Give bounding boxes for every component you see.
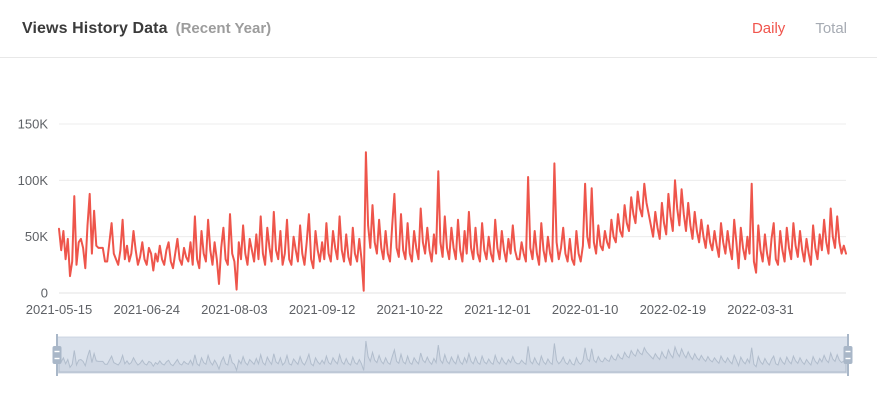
datazoom-selected-range[interactable] xyxy=(57,337,848,373)
x-tick-label: 2021-12-01 xyxy=(464,302,531,317)
page-title: Views History Data xyxy=(22,19,168,37)
card-header: Views History Data (Recent Year) Daily T… xyxy=(0,0,877,58)
plot-hover-area[interactable] xyxy=(59,108,847,294)
x-axis-labels: 2021-05-15 2021-06-24 2021-08-03 2021-09-12… xyxy=(26,302,794,317)
datazoom-handle-left[interactable] xyxy=(52,346,62,364)
y-tick-label: 50K xyxy=(25,229,48,244)
x-tick-label: 2021-08-03 xyxy=(201,302,268,317)
chart-region: 0 50K 100K 150K 2021-05-15 2021-06-24 2021-08… xyxy=(0,58,877,402)
datazoom-handle-right[interactable] xyxy=(843,346,853,364)
x-tick-label: 2021-05-15 xyxy=(26,302,93,317)
chart-mode-tabs: Daily Total xyxy=(752,20,847,37)
x-tick-label: 2022-03-31 xyxy=(727,302,794,317)
page-subtitle: (Recent Year) xyxy=(175,19,272,37)
tab-total[interactable]: Total xyxy=(815,20,847,37)
datazoom-slider[interactable] xyxy=(52,334,853,376)
tab-daily[interactable]: Daily xyxy=(751,20,786,37)
x-tick-label: 2022-02-19 xyxy=(640,302,707,317)
daily-views-line-series xyxy=(58,151,847,292)
y-axis-labels: 0 50K 100K 150K xyxy=(18,117,49,301)
views-line-chart: 0 50K 100K 150K 2021-05-15 2021-06-24 2021-08… xyxy=(18,108,853,376)
y-tick-label: 100K xyxy=(18,173,49,188)
title-wrap: Views History Data (Recent Year) xyxy=(22,20,271,38)
x-tick-label: 2021-10-22 xyxy=(377,302,444,317)
x-tick-label: 2021-06-24 xyxy=(113,302,180,317)
y-tick-label: 0 xyxy=(41,286,48,301)
x-tick-label: 2021-09-12 xyxy=(289,302,356,317)
x-tick-label: 2022-01-10 xyxy=(552,302,619,317)
y-tick-label: 150K xyxy=(18,117,49,132)
